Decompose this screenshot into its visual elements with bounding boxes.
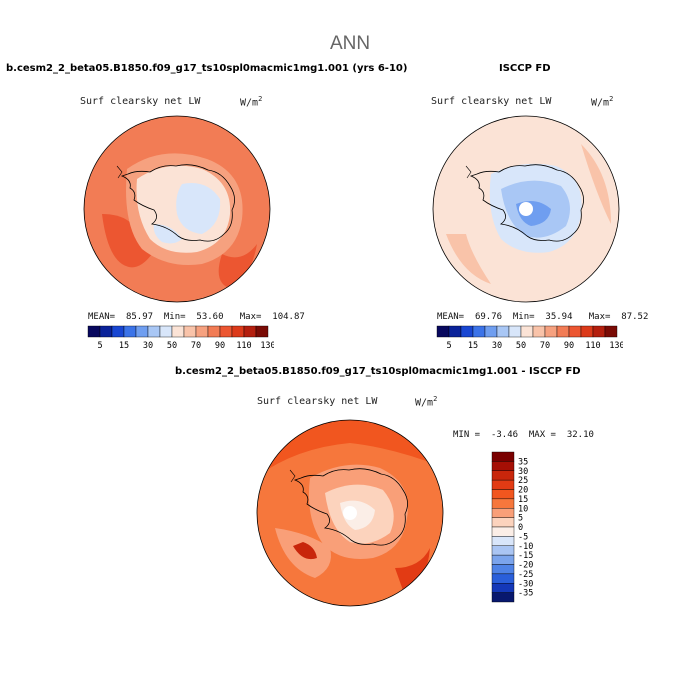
panel-1-colorbar: 5 15 30 50 70 90 110 130 — [87, 325, 274, 351]
panel-1-colorbar-swatch — [255, 325, 269, 338]
panel-2-colorbar-swatch — [448, 325, 462, 338]
panel-3-colorbar-swatch — [491, 573, 515, 584]
panel-2-title: ISCCP FD — [499, 63, 551, 74]
panel-1-colorbar-swatch — [171, 325, 185, 338]
panel-1-colorbar-tick-label: 110 — [236, 341, 251, 351]
panel-3-variable-label: Surf clearsky net LW — [257, 396, 378, 407]
panel-3-colorbar-tick-label: 15 — [518, 495, 528, 505]
panel-3-colorbar-tick-label: -15 — [518, 551, 533, 561]
panel-1-colorbar-swatch — [147, 325, 161, 338]
panel-2-colorbar-swatch — [460, 325, 474, 338]
panel-3-units: W/m2 — [415, 395, 438, 409]
panel-3-colorbar-swatch — [491, 592, 515, 603]
panel-2-colorbar-swatch — [568, 325, 582, 338]
panel-1-colorbar-tick-label: 30 — [143, 341, 153, 351]
panel-1-map — [83, 115, 271, 303]
panel-3-colorbar-swatch — [491, 451, 515, 462]
panel-2-variable-label: Surf clearsky net LW — [431, 96, 552, 107]
antarctica-outline — [469, 164, 584, 242]
panel-2-colorbar-swatch — [436, 325, 450, 338]
panel-1-colorbar-swatch — [195, 325, 209, 338]
panel-2-stats: MEAN= 69.76 Min= 35.94 Max= 87.52 — [437, 312, 649, 322]
panel-3-colorbar-swatch — [491, 461, 515, 471]
panel-3-colorbar-tick-label: -35 — [518, 589, 533, 599]
panel-3-colorbar-swatch — [491, 536, 515, 546]
panel-3-colorbar-swatch — [491, 479, 515, 490]
panel-3-colorbar-tick-label: 35 — [518, 457, 528, 467]
panel-3-colorbar-tick-label: 30 — [518, 467, 528, 477]
panel-3-colorbar-tick-label: -25 — [518, 570, 533, 580]
panel-2-colorbar-swatch — [496, 325, 510, 338]
antarctica-outline — [120, 164, 235, 242]
panel-2-colorbar-swatch — [520, 325, 534, 338]
figure-title: ANN — [329, 33, 371, 54]
panel-3-map — [256, 419, 444, 607]
panel-2-colorbar-tick-label: 130 — [609, 341, 623, 351]
panel-2-colorbar-swatch — [556, 325, 570, 338]
panel-3-colorbar-swatch — [491, 470, 515, 481]
panel-3-colorbar-swatch — [491, 583, 515, 593]
panel-1-colorbar-swatch — [207, 325, 221, 338]
panel-1-colorbar-tick-label: 90 — [215, 341, 225, 351]
panel-2-colorbar-tick-label: 110 — [585, 341, 600, 351]
panel-3-colorbar-swatch — [491, 526, 515, 537]
panel-2-colorbar-tick-label: 30 — [492, 341, 502, 351]
panel-2-units: W/m2 — [591, 95, 614, 109]
panel-3-colorbar-swatch — [491, 545, 515, 556]
panel-2-colorbar-tick-label: 15 — [468, 341, 478, 351]
panel-1-colorbar-swatch — [243, 325, 257, 338]
panel-1-colorbar-tick-label: 50 — [167, 341, 177, 351]
panel-3-colorbar-swatch — [491, 489, 515, 500]
panel-2-colorbar-swatch — [472, 325, 486, 338]
panel-1-colorbar-swatch — [219, 325, 233, 338]
panel-1-colorbar-swatch — [135, 325, 149, 338]
panel-1-colorbar-swatch — [183, 325, 197, 338]
panel-3-colorbar-tick-label: -30 — [518, 579, 533, 589]
panel-1-colorbar-tick-label: 70 — [191, 341, 201, 351]
panel-1-title: b.cesm2_2_beta05.B1850.f09_g17_ts10spl0m… — [6, 63, 408, 74]
panel-1-stats: MEAN= 85.97 Min= 53.60 Max= 104.87 — [88, 312, 305, 322]
panel-2-colorbar-swatch — [532, 325, 546, 338]
panel-3-colorbar-swatch — [491, 554, 515, 565]
panel-2-colorbar-tick-label: 5 — [446, 341, 451, 351]
panel-3-colorbar-tick-label: 20 — [518, 486, 528, 496]
panel-1-colorbar-swatch — [87, 325, 101, 338]
panel-1-colorbar-tick-label: 130 — [260, 341, 274, 351]
panel-3-colorbar-tick-label: -10 — [518, 542, 533, 552]
panel-3-colorbar-swatch — [491, 564, 515, 575]
panel-3-colorbar-swatch — [491, 508, 515, 518]
panel-3-stats: MIN = -3.46 MAX = 32.10 — [453, 430, 594, 440]
panel-2-colorbar: 5 15 30 50 70 90 110 130 — [436, 325, 623, 351]
panel-3-colorbar-tick-label: 10 — [518, 504, 528, 514]
panel-1-colorbar-swatch — [159, 325, 173, 338]
panel-2-colorbar-swatch — [508, 325, 522, 338]
panel-1-colorbar-swatch — [231, 325, 245, 338]
panel-2-colorbar-swatch — [484, 325, 498, 338]
panel-3-colorbar-tick-label: 25 — [518, 476, 528, 486]
panel-2-map — [432, 115, 620, 303]
panel-2-colorbar-swatch — [580, 325, 594, 338]
panel-3-colorbar-tick-label: 0 — [518, 523, 523, 533]
panel-3-colorbar-tick-label: -5 — [518, 532, 528, 542]
panel-1-colorbar-swatch — [111, 325, 125, 338]
panel-3-colorbar-tick-label: -20 — [518, 561, 533, 571]
panel-1-units: W/m2 — [240, 95, 263, 109]
panel-2-colorbar-tick-label: 90 — [564, 341, 574, 351]
panel-3-colorbar-swatch — [491, 498, 515, 509]
panel-2-colorbar-swatch — [544, 325, 558, 338]
panel-2-colorbar-swatch — [604, 325, 618, 338]
panel-2-colorbar-tick-label: 50 — [516, 341, 526, 351]
panel-2-colorbar-swatch — [592, 325, 606, 338]
panel-1-colorbar-swatch — [99, 325, 113, 338]
panel-1-colorbar-tick-label: 5 — [97, 341, 102, 351]
panel-1-variable-label: Surf clearsky net LW — [80, 96, 201, 107]
antarctica-outline — [293, 468, 408, 546]
panel-1-colorbar-tick-label: 15 — [119, 341, 129, 351]
panel-3-colorbar-tick-label: 5 — [518, 514, 523, 524]
panel-1-colorbar-swatch — [123, 325, 137, 338]
panel-3-colorbar-swatch — [491, 517, 515, 528]
panel-3-title: b.cesm2_2_beta05.B1850.f09_g17_ts10spl0m… — [175, 366, 581, 377]
panel-2-colorbar-tick-label: 70 — [540, 341, 550, 351]
